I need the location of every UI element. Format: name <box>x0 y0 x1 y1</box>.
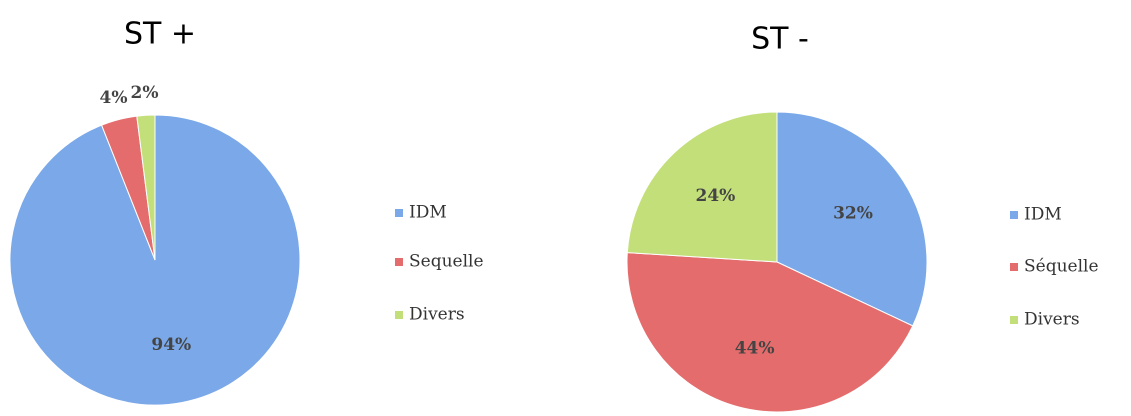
legend-swatch <box>395 311 403 319</box>
data-label: 2% <box>131 83 159 103</box>
legend-swatch <box>1010 316 1018 324</box>
data-label: 44% <box>735 339 775 359</box>
legend-label: Sequelle <box>409 252 484 272</box>
legend-label: Séquelle <box>1024 257 1099 277</box>
chart-title: ST + <box>124 17 196 52</box>
pie-slice <box>626 252 914 413</box>
data-label: 24% <box>695 186 735 206</box>
legend-swatch <box>395 209 403 217</box>
legend-swatch <box>1010 263 1018 271</box>
data-label: 32% <box>833 203 873 223</box>
legend-swatch <box>1010 211 1018 219</box>
legend-label: Divers <box>409 305 465 325</box>
legend-swatch <box>395 258 403 266</box>
chart-title: ST - <box>751 22 809 57</box>
pie-slice <box>776 111 928 327</box>
data-label: 94% <box>151 335 191 355</box>
legend-label: IDM <box>409 203 447 223</box>
legend-label: Divers <box>1024 310 1080 330</box>
pie-slice <box>136 114 156 261</box>
legend-label: IDM <box>1024 205 1062 225</box>
pie-slice <box>626 111 778 263</box>
data-label: 4% <box>100 88 128 108</box>
